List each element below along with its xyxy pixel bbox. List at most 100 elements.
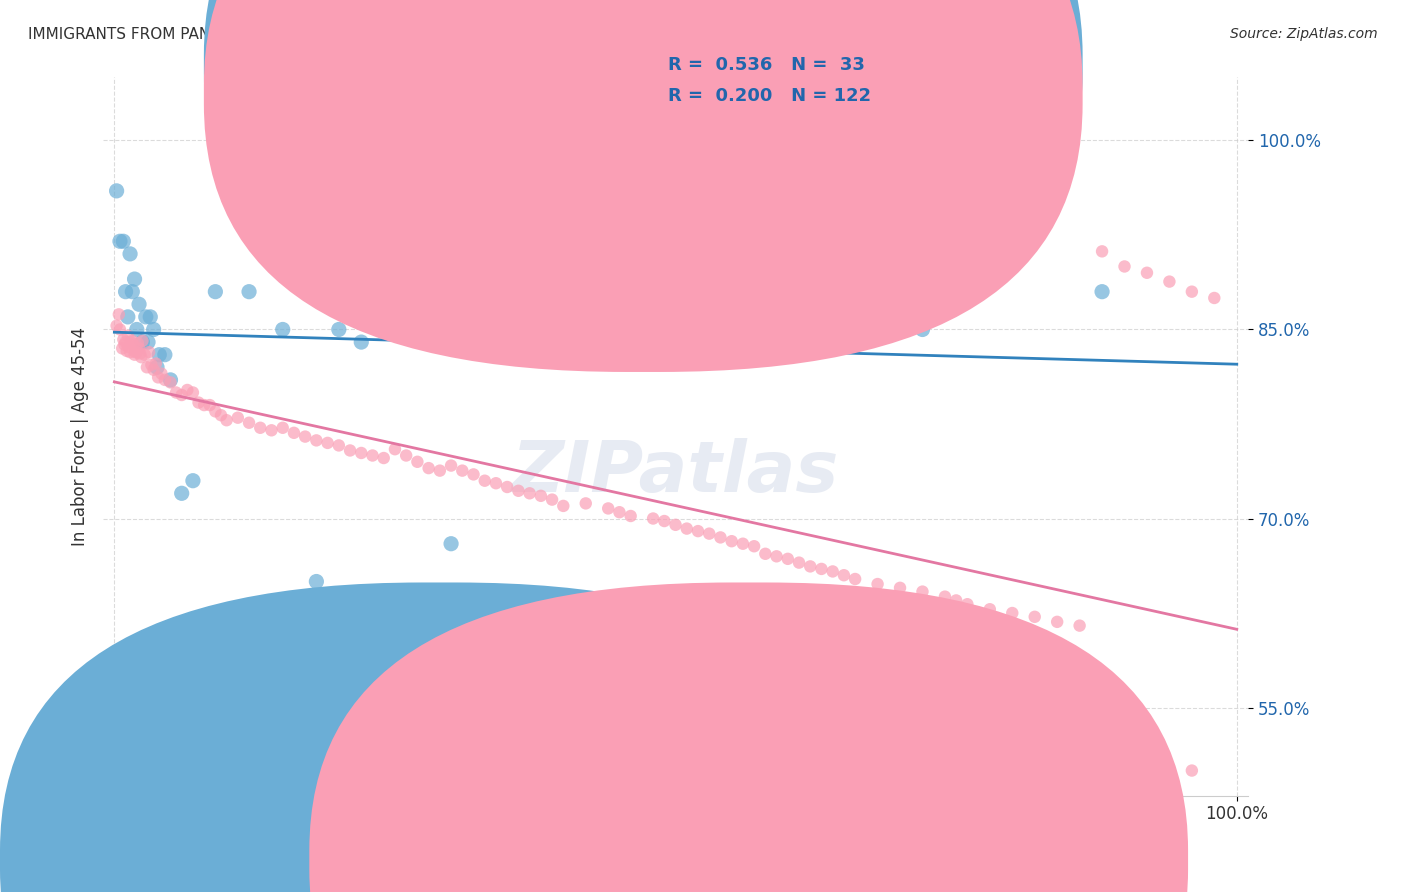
Point [283,425,305,440]
Text: R =  0.200   N = 122: R = 0.200 N = 122 [668,87,870,105]
Point [1069,618,1091,632]
Point [108,234,131,248]
Point [121,334,143,348]
Point [956,597,979,611]
Point [776,552,799,566]
Point [889,581,911,595]
Text: ZIPatlas: ZIPatlas [512,438,839,507]
Point [142,322,165,336]
Point [1024,609,1046,624]
Point [204,285,226,299]
Point [141,358,163,372]
Point [575,776,598,790]
Point [238,416,260,430]
Point [145,357,167,371]
Point [105,318,128,333]
Point [170,486,193,500]
Point [1204,291,1226,305]
Point [138,345,160,359]
Point [810,562,832,576]
Point [159,373,181,387]
Point [121,285,143,299]
Point [508,483,530,498]
Point [124,348,146,362]
Point [1114,757,1136,772]
Point [198,398,221,412]
Text: Immigrants from Panama: Immigrants from Panama [464,853,658,867]
Point [384,442,406,457]
Point [496,480,519,494]
Point [844,713,866,727]
Point [260,423,283,437]
Point [339,443,361,458]
Point [440,537,463,551]
Point [181,474,204,488]
Point [384,322,406,336]
Point [697,526,720,541]
Point [127,336,149,351]
Point [271,421,294,435]
Point [115,343,138,358]
Point [675,522,697,536]
Point [1046,615,1069,629]
Point [136,335,159,350]
Point [664,517,686,532]
Point [146,370,169,384]
Point [150,367,173,381]
Point [193,398,215,412]
Point [328,322,350,336]
Point [519,486,541,500]
Point [120,335,142,350]
Point [209,408,232,422]
Point [406,455,429,469]
Point [742,539,765,553]
Point [799,559,821,574]
Point [153,348,176,362]
Point [754,547,776,561]
Point [146,360,169,375]
Point [361,449,384,463]
Point [575,310,598,324]
Point [373,450,395,465]
Point [328,438,350,452]
Point [226,410,249,425]
Point [112,333,135,347]
Point [135,360,157,375]
Point [131,335,153,350]
Point [530,489,553,503]
Point [170,388,193,402]
Text: Immigrants from Mexico: Immigrants from Mexico [773,853,960,867]
Point [271,322,294,336]
Point [945,593,967,607]
Point [934,590,956,604]
Point [350,446,373,460]
Point [1091,285,1114,299]
Point [720,310,742,324]
Point [215,413,238,427]
Point [165,385,187,400]
Point [418,461,440,475]
Point [122,337,145,351]
Point [105,184,128,198]
Point [866,577,889,591]
Y-axis label: In Labor Force | Age 45-54: In Labor Force | Age 45-54 [72,327,89,546]
Point [112,234,135,248]
Point [1159,275,1181,289]
Point [1046,739,1069,753]
Point [652,514,675,528]
Point [135,310,157,324]
Point [463,467,485,482]
Point [316,436,339,450]
Point [181,385,204,400]
Point [911,751,934,765]
Point [598,501,620,516]
Point [305,574,328,589]
Point [765,549,787,564]
Point [125,345,148,359]
Point [709,530,731,544]
Point [609,505,631,519]
Point [643,688,665,702]
Point [159,376,181,390]
Point [821,565,844,579]
Point [139,310,162,324]
